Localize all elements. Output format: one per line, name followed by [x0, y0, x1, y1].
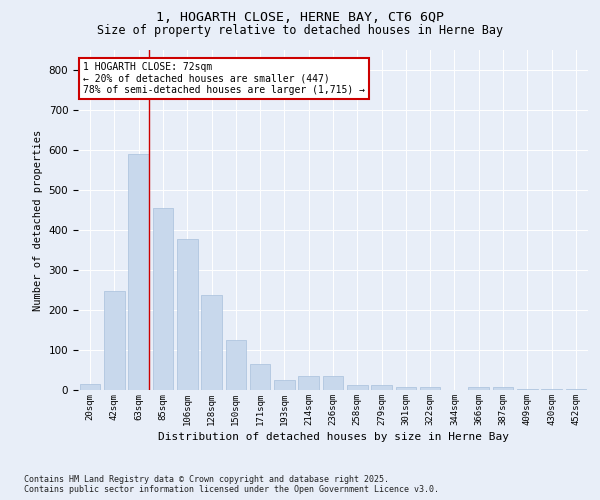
Text: Contains HM Land Registry data © Crown copyright and database right 2025.
Contai: Contains HM Land Registry data © Crown c…: [24, 474, 439, 494]
Bar: [493, 387, 514, 390]
Bar: [323, 376, 343, 390]
Bar: [128, 154, 149, 390]
Bar: [298, 376, 319, 390]
Bar: [177, 239, 197, 390]
Bar: [226, 340, 246, 390]
Bar: [347, 385, 368, 390]
X-axis label: Distribution of detached houses by size in Herne Bay: Distribution of detached houses by size …: [157, 432, 509, 442]
Bar: [566, 389, 586, 390]
Bar: [152, 208, 173, 390]
Bar: [469, 387, 489, 390]
Y-axis label: Number of detached properties: Number of detached properties: [33, 130, 43, 310]
Bar: [371, 385, 392, 390]
Bar: [250, 364, 271, 390]
Bar: [201, 295, 222, 390]
Bar: [541, 389, 562, 390]
Text: 1 HOGARTH CLOSE: 72sqm
← 20% of detached houses are smaller (447)
78% of semi-de: 1 HOGARTH CLOSE: 72sqm ← 20% of detached…: [83, 62, 365, 95]
Text: 1, HOGARTH CLOSE, HERNE BAY, CT6 6QP: 1, HOGARTH CLOSE, HERNE BAY, CT6 6QP: [156, 11, 444, 24]
Bar: [80, 384, 100, 390]
Bar: [395, 387, 416, 390]
Bar: [420, 387, 440, 390]
Bar: [104, 291, 125, 390]
Text: Size of property relative to detached houses in Herne Bay: Size of property relative to detached ho…: [97, 24, 503, 37]
Bar: [274, 380, 295, 390]
Bar: [517, 389, 538, 390]
